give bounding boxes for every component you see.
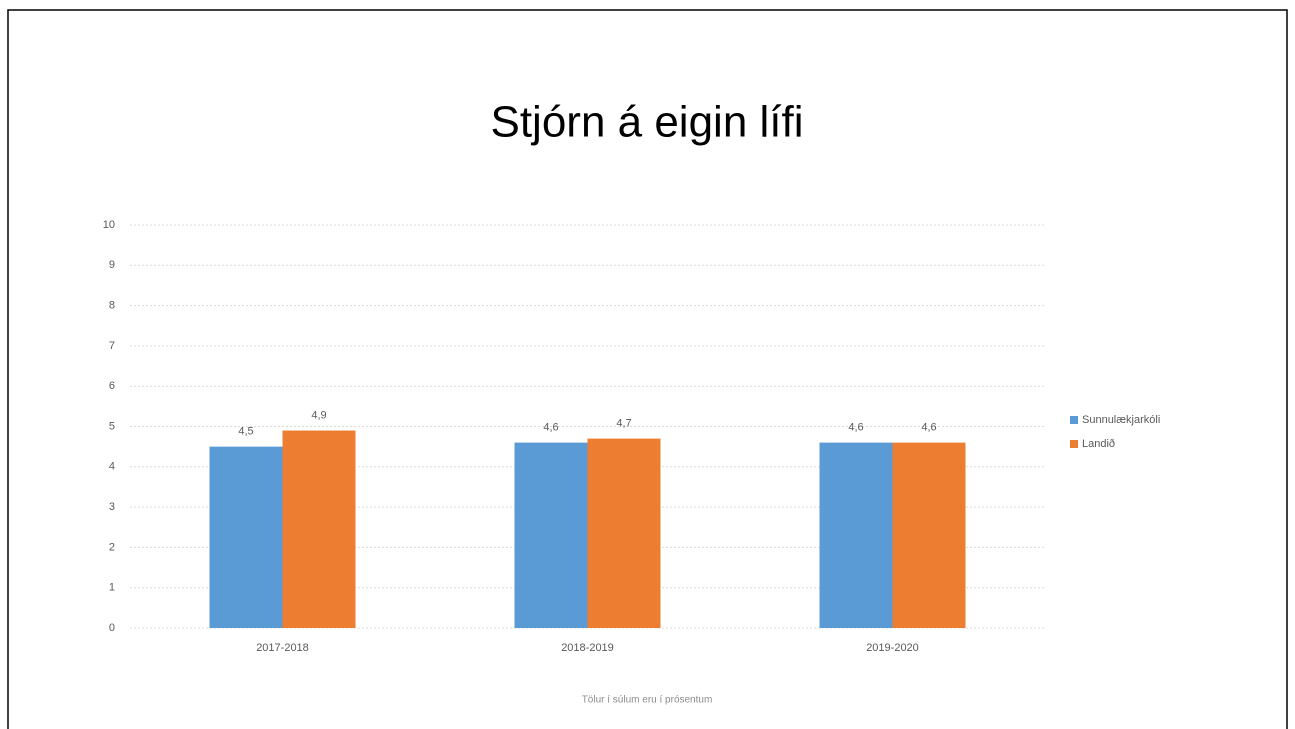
y-tick-label: 0 [109, 622, 115, 634]
y-tick-label: 3 [109, 501, 115, 513]
y-tick-label: 4 [109, 461, 115, 473]
data-label: 4,7 [616, 417, 631, 429]
bar [514, 442, 588, 628]
y-tick-label: 10 [103, 219, 115, 231]
frame [7, 9, 1288, 729]
legend-label: Sunnulækjarkóli [1082, 414, 1160, 426]
bar [892, 442, 966, 628]
data-label: 4,9 [311, 409, 326, 421]
bar [587, 438, 661, 628]
y-tick-label: 1 [109, 582, 115, 594]
bar [819, 442, 893, 628]
y-tick-label: 8 [109, 300, 115, 312]
data-label: 4,6 [848, 422, 863, 434]
y-tick-label: 9 [109, 259, 115, 271]
legend-label: Landið [1082, 438, 1115, 450]
y-tick-label: 6 [109, 380, 115, 392]
bar [282, 430, 356, 628]
y-tick-label: 2 [109, 541, 115, 553]
x-tick-label: 2017-2018 [256, 642, 309, 654]
y-tick-label: 7 [109, 340, 115, 352]
y-tick-label: 5 [109, 420, 115, 432]
x-tick-label: 2018-2019 [561, 642, 614, 654]
data-label: 4,5 [238, 426, 253, 438]
chart-title: Stjórn á eigin lífi [490, 98, 803, 147]
legend-swatch [1070, 440, 1078, 448]
legend-swatch [1070, 416, 1078, 424]
data-label: 4,6 [543, 422, 558, 434]
bar [209, 446, 283, 628]
x-tick-label: 2019-2020 [866, 642, 919, 654]
data-label: 4,6 [921, 422, 936, 434]
chart-note: Tölur í súlum eru í prósentum [582, 695, 713, 706]
